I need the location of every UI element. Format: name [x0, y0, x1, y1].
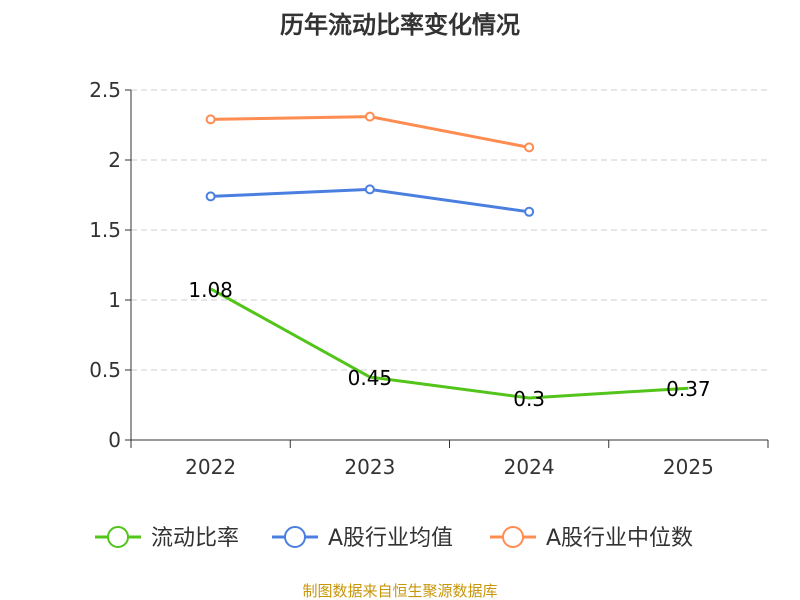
y-tick-label: 1.5 — [89, 218, 121, 242]
y-tick-label: 2.5 — [89, 78, 121, 102]
y-tick-label: 1 — [108, 288, 121, 312]
legend-item[interactable]: A股行业均值 — [272, 526, 453, 551]
data-point[interactable] — [524, 206, 535, 217]
legend-circle-icon — [284, 526, 306, 548]
data-label: 0.3 — [513, 387, 545, 411]
source-note: 制图数据来自恒生聚源数据库 — [302, 582, 497, 600]
x-tick-label: 2022 — [185, 455, 236, 479]
legend-label: A股行业均值 — [328, 526, 453, 551]
x-tick-label: 2024 — [504, 455, 555, 479]
data-point[interactable] — [364, 184, 375, 195]
legend-item[interactable]: A股行业中位数 — [490, 526, 693, 551]
chart-title: 历年流动比率变化情况 — [280, 11, 520, 39]
data-label: 1.08 — [188, 278, 233, 302]
y-tick-label: 2 — [108, 148, 121, 172]
legend-circle-icon — [107, 526, 129, 548]
data-point[interactable] — [205, 114, 216, 125]
y-tick-label: 0.5 — [89, 358, 121, 382]
data-point[interactable] — [524, 142, 535, 153]
legend-label: 流动比率 — [151, 526, 239, 551]
data-label: 0.45 — [348, 366, 393, 390]
x-tick-label: 2025 — [663, 455, 714, 479]
data-label: 0.37 — [666, 377, 711, 401]
data-point[interactable] — [364, 111, 375, 122]
legend-label: A股行业中位数 — [546, 526, 693, 551]
legend-circle-icon — [502, 526, 524, 548]
y-tick-label: 0 — [108, 428, 121, 452]
series-line — [209, 287, 689, 400]
x-tick-label: 2023 — [344, 455, 395, 479]
data-point[interactable] — [205, 191, 216, 202]
legend-item[interactable]: 流动比率 — [95, 526, 239, 551]
